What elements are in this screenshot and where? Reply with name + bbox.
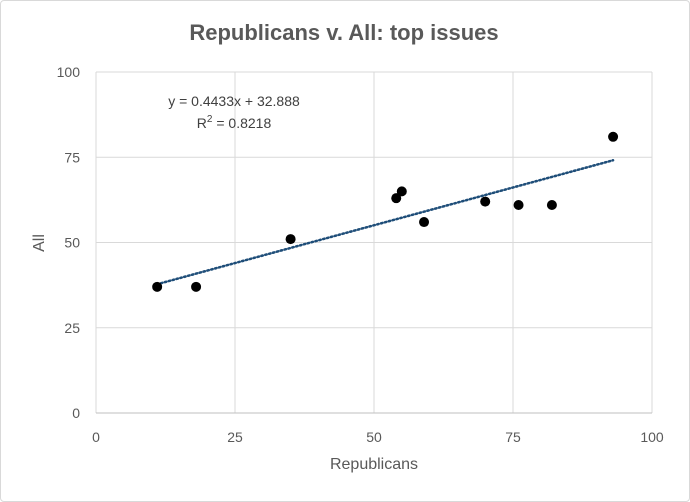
y-tick-labels: 0 25 50 75 100 bbox=[57, 64, 81, 421]
data-point-1 bbox=[152, 281, 163, 292]
y-tick-label-75: 75 bbox=[64, 149, 80, 165]
data-point-4 bbox=[391, 193, 402, 204]
y-axis-label: All bbox=[31, 234, 48, 252]
y-tick-label-25: 25 bbox=[64, 320, 80, 336]
x-axis-label: Republicans bbox=[330, 456, 418, 473]
data-point-10 bbox=[608, 131, 619, 142]
x-tick-label-100: 100 bbox=[640, 429, 664, 445]
data-point-3 bbox=[285, 234, 296, 245]
data-point-9 bbox=[546, 199, 557, 210]
data-points bbox=[152, 131, 619, 292]
r2-superscript: 2 bbox=[207, 114, 213, 125]
y-tick-label-50: 50 bbox=[64, 235, 80, 251]
x-tick-label-50: 50 bbox=[366, 429, 382, 445]
data-point-7 bbox=[480, 196, 491, 207]
x-tick-label-0: 0 bbox=[92, 429, 100, 445]
r-squared-label: R2 = 0.8218 bbox=[197, 114, 272, 131]
y-tick-label-100: 100 bbox=[57, 64, 81, 80]
data-point-6 bbox=[419, 217, 430, 228]
data-point-5 bbox=[396, 186, 407, 197]
data-point-8 bbox=[513, 199, 524, 210]
trendline-equation: y = 0.4433x + 32.888 bbox=[168, 93, 300, 109]
x-tick-labels: 0 25 50 75 100 bbox=[92, 429, 664, 445]
data-point-2 bbox=[191, 281, 202, 292]
gridlines bbox=[95, 71, 653, 414]
r2-prefix: R bbox=[197, 115, 207, 131]
chart-title: Republicans v. All: top issues bbox=[189, 20, 498, 45]
r2-value: = 0.8218 bbox=[212, 115, 271, 131]
y-tick-label-0: 0 bbox=[72, 405, 80, 421]
x-tick-label-25: 25 bbox=[227, 429, 243, 445]
trendline bbox=[155, 159, 615, 286]
x-tick-label-75: 75 bbox=[505, 429, 521, 445]
